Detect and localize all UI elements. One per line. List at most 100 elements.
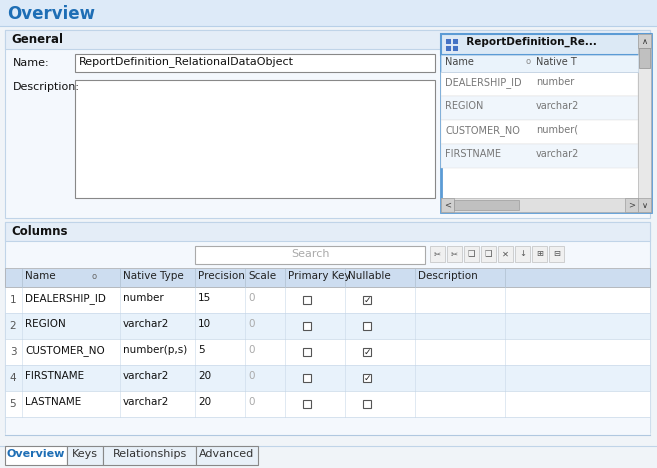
Text: 15: 15: [198, 293, 212, 303]
Text: 10: 10: [198, 319, 211, 329]
Bar: [363, 400, 371, 408]
Text: Overview: Overview: [7, 449, 65, 459]
Bar: [5, 30, 650, 49]
Bar: [441, 144, 638, 168]
Bar: [515, 246, 530, 262]
Text: ⊞: ⊞: [536, 249, 543, 258]
Text: ∨: ∨: [641, 200, 648, 210]
Bar: [638, 34, 651, 212]
Bar: [0, 0, 657, 26]
Bar: [441, 198, 638, 212]
Bar: [625, 198, 638, 212]
Text: 0: 0: [248, 319, 254, 329]
Text: FIRSTNAME: FIRSTNAME: [445, 149, 501, 159]
Bar: [452, 45, 458, 51]
Text: Columns: Columns: [11, 225, 68, 238]
Text: Keys: Keys: [72, 449, 98, 459]
Text: 20: 20: [198, 397, 211, 407]
Text: ReportDefinition_Re...: ReportDefinition_Re...: [459, 37, 597, 47]
Bar: [5, 30, 650, 218]
Text: Scale: Scale: [248, 271, 276, 281]
Text: ↓: ↓: [519, 249, 526, 258]
Text: varchar2: varchar2: [123, 319, 170, 329]
Bar: [498, 246, 513, 262]
Bar: [447, 246, 462, 262]
Bar: [75, 54, 435, 72]
Text: 0: 0: [248, 345, 254, 355]
Bar: [363, 296, 371, 304]
Bar: [441, 55, 638, 72]
Text: Precision: Precision: [198, 271, 245, 281]
Bar: [454, 200, 519, 210]
Bar: [430, 246, 445, 262]
Text: Nullable: Nullable: [348, 271, 391, 281]
Bar: [303, 348, 311, 356]
Text: Name: Name: [445, 57, 474, 67]
Text: Overview: Overview: [7, 5, 95, 23]
Bar: [445, 45, 451, 51]
Bar: [464, 246, 479, 262]
Bar: [363, 322, 371, 330]
Text: Search: Search: [291, 249, 329, 259]
Bar: [441, 120, 638, 144]
Text: Description:: Description:: [13, 82, 80, 92]
Bar: [441, 72, 638, 96]
Text: Relationships: Relationships: [112, 449, 187, 459]
Bar: [195, 246, 425, 264]
Bar: [441, 198, 454, 212]
Text: ∧: ∧: [641, 37, 648, 45]
Text: 0: 0: [248, 371, 254, 381]
Bar: [481, 246, 496, 262]
Text: <: <: [444, 200, 451, 210]
Text: General: General: [11, 33, 63, 46]
Text: number(p,s): number(p,s): [123, 345, 187, 355]
Text: Native T: Native T: [536, 57, 577, 67]
Text: varchar2: varchar2: [123, 371, 170, 381]
Bar: [445, 38, 451, 44]
Text: DEALERSHIP_ID: DEALERSHIP_ID: [445, 77, 522, 88]
Bar: [303, 322, 311, 330]
Bar: [638, 34, 651, 48]
Text: 4: 4: [10, 373, 16, 383]
Text: o: o: [526, 57, 531, 66]
Text: ✂: ✂: [451, 249, 458, 258]
Bar: [639, 48, 650, 68]
Text: ❑: ❑: [485, 249, 492, 258]
Text: CUSTOMER_NO: CUSTOMER_NO: [25, 345, 104, 356]
Text: LASTNAME: LASTNAME: [25, 397, 81, 407]
Text: 1: 1: [10, 295, 16, 305]
Text: ✓: ✓: [363, 295, 371, 305]
Bar: [66, 446, 103, 465]
Text: ✓: ✓: [363, 373, 371, 382]
Text: 0: 0: [248, 293, 254, 303]
Text: varchar2: varchar2: [536, 101, 579, 111]
Text: DEALERSHIP_ID: DEALERSHIP_ID: [25, 293, 106, 304]
Text: ✂: ✂: [434, 249, 441, 258]
Text: ✓: ✓: [363, 348, 371, 357]
Bar: [5, 417, 650, 435]
Text: varchar2: varchar2: [536, 149, 579, 159]
Text: ⊟: ⊟: [553, 249, 560, 258]
Bar: [103, 446, 196, 465]
Text: REGION: REGION: [25, 319, 66, 329]
Bar: [5, 287, 650, 313]
Bar: [303, 400, 311, 408]
Text: >: >: [629, 200, 635, 210]
Bar: [5, 268, 650, 287]
Text: 3: 3: [10, 347, 16, 357]
Text: REGION: REGION: [445, 101, 484, 111]
Bar: [303, 374, 311, 382]
Text: Native Type: Native Type: [123, 271, 184, 281]
Bar: [5, 391, 650, 417]
Text: Name:: Name:: [13, 58, 50, 68]
Text: ReportDefinition_RelationalDataObject: ReportDefinition_RelationalDataObject: [79, 56, 294, 67]
Bar: [5, 446, 66, 465]
Text: Description: Description: [418, 271, 478, 281]
Text: Primary Key: Primary Key: [288, 271, 350, 281]
Bar: [532, 246, 547, 262]
Text: Advanced: Advanced: [199, 449, 254, 459]
Text: varchar2: varchar2: [123, 397, 170, 407]
Bar: [5, 222, 650, 432]
Bar: [441, 34, 651, 212]
Text: o: o: [92, 272, 97, 281]
